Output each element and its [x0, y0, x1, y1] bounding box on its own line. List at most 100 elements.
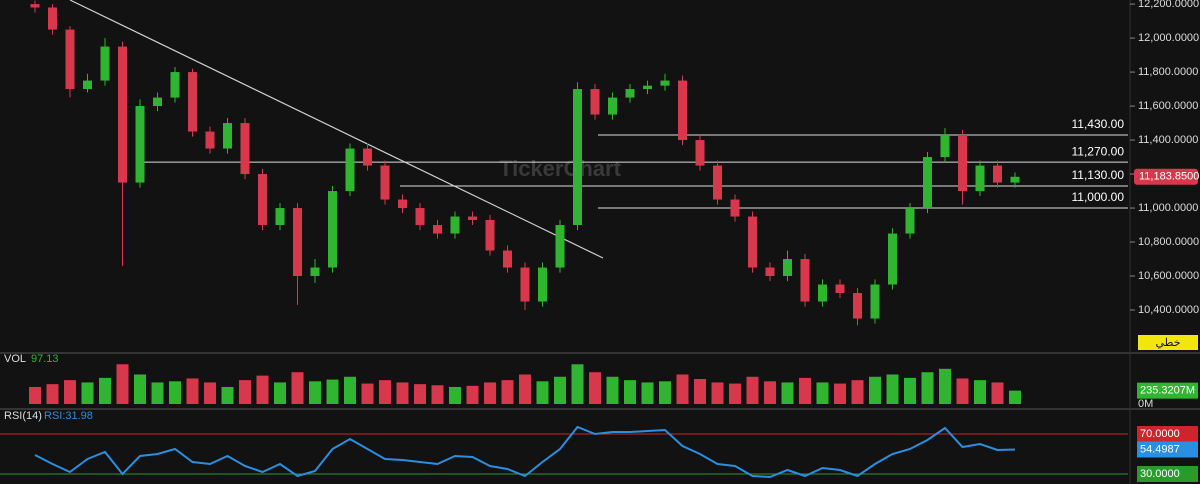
volume-bar — [151, 382, 164, 404]
candle-body — [258, 174, 267, 226]
volume-bar — [81, 382, 94, 404]
volume-bar — [921, 372, 934, 404]
last-volume-box — [1137, 382, 1198, 399]
candle-body — [975, 165, 985, 192]
volume-bar — [449, 386, 461, 404]
volume-bar — [414, 384, 426, 404]
volume-bar — [729, 383, 741, 404]
candle-body — [100, 46, 110, 81]
last-rsi-box — [1137, 441, 1198, 458]
vol-value: 97.13 — [31, 353, 59, 365]
volume-bar — [694, 379, 706, 404]
candle-body — [345, 148, 355, 192]
volume-bar — [204, 382, 216, 404]
volume-bar — [851, 380, 864, 404]
tag-box[interactable] — [1138, 335, 1198, 350]
volume-bar — [641, 382, 654, 404]
candle-body — [65, 29, 75, 90]
volume-bar — [781, 382, 794, 404]
y-tick-label: 30.0000 — [1140, 468, 1180, 480]
candle-body — [625, 89, 635, 98]
candle-body — [363, 148, 372, 166]
candle-body — [818, 284, 827, 302]
volume-bar — [116, 364, 129, 404]
candle-body — [83, 80, 92, 90]
volume-bar — [484, 382, 496, 404]
volume-bar — [64, 380, 76, 404]
candle-body — [468, 216, 477, 220]
level-label: 11,430.00 — [1072, 117, 1125, 131]
y-tick-label: 11,400.0000 — [1138, 134, 1198, 146]
volume-bar — [466, 385, 479, 404]
volume-bar — [46, 384, 59, 404]
level-label: 11,130.00 — [1072, 168, 1125, 182]
candle-body — [660, 80, 670, 86]
volume-bar — [816, 382, 829, 404]
volume-bar — [606, 376, 619, 404]
y-tick-label: 10,800.0000 — [1138, 236, 1199, 248]
tag[interactable]: خطي — [1156, 337, 1181, 349]
volume-bar — [571, 364, 584, 404]
candle-body — [538, 267, 547, 302]
volume-bar — [309, 381, 321, 404]
candle-body — [30, 4, 40, 8]
candle-body — [905, 208, 915, 234]
volume-bar — [396, 382, 409, 404]
level-box — [1137, 466, 1198, 482]
volume-bar — [29, 386, 41, 404]
candle-body — [993, 165, 1002, 183]
rsi-title: RSI(14) — [4, 410, 42, 422]
candle-body — [573, 89, 582, 226]
level-label: 11,000.00 — [1072, 190, 1125, 204]
candle-body — [485, 219, 495, 251]
candle-body — [415, 208, 425, 226]
volume-bar — [746, 376, 759, 404]
rsi-line — [34, 425, 1016, 479]
volume-bar — [169, 381, 181, 404]
candle-body — [608, 97, 617, 115]
volume-bar — [974, 380, 986, 404]
volume-bar — [256, 375, 269, 404]
volume-bar — [711, 382, 724, 404]
y-tick-label: 11,600.0000 — [1138, 100, 1198, 112]
candle-body — [310, 267, 320, 277]
candle-body — [293, 208, 302, 277]
y-tick-label: 10,600.0000 — [1138, 270, 1199, 282]
candle-body — [433, 225, 442, 234]
volume-bar — [659, 381, 671, 404]
candle-body — [643, 85, 652, 90]
volume-bar — [991, 382, 1004, 404]
last-price-label: 11,183.8500 — [1139, 171, 1199, 183]
y-tick-label: 0M — [1138, 398, 1153, 410]
watermark: TickerChart — [499, 156, 622, 181]
candle-body — [205, 131, 215, 149]
volume-bar — [589, 372, 601, 404]
y-tick-label: 12,200.0000 — [1138, 0, 1199, 10]
volume-bar — [1009, 390, 1021, 404]
volume-bar — [799, 377, 811, 404]
volume-bar — [291, 372, 304, 404]
volume-bar — [361, 383, 374, 404]
volume-bar — [431, 385, 444, 404]
candle-body — [170, 72, 180, 98]
candle-body — [853, 293, 862, 319]
volume-bar — [904, 377, 916, 404]
candle-body — [835, 284, 845, 294]
candle-body — [730, 199, 740, 217]
trend-line — [69, 0, 604, 259]
candle-body — [450, 216, 460, 234]
vol-title: VOL — [4, 353, 26, 365]
volume-bar — [274, 382, 286, 404]
candle-body — [695, 140, 705, 166]
volume-bar — [519, 374, 531, 404]
candle-body — [555, 225, 565, 268]
y-tick-label: 70.0000 — [1140, 428, 1180, 440]
candle-body — [223, 123, 232, 149]
volume-bar — [869, 376, 881, 404]
volume-bar — [501, 380, 514, 404]
volume-bar — [99, 377, 111, 404]
candle-body — [153, 97, 162, 107]
level-label: 11,270.00 — [1072, 144, 1125, 158]
candle-body — [398, 199, 407, 209]
candle-body — [520, 267, 530, 302]
